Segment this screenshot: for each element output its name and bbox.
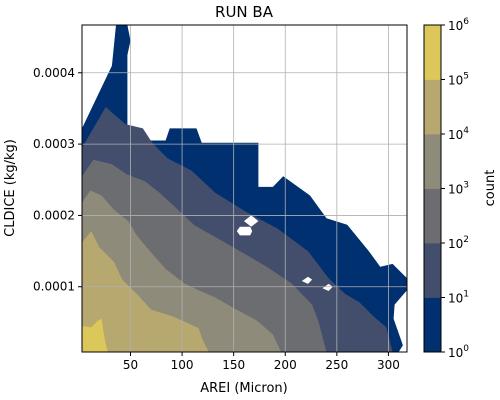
colorbar-tick-label: 100 <box>448 344 469 360</box>
colorbar-tick-label: 103 <box>448 181 469 197</box>
contour-gap-1 <box>244 215 259 227</box>
colorbar-tick-label: 105 <box>448 72 469 88</box>
contour-level-5 <box>82 318 108 352</box>
plot-frame <box>81 24 408 353</box>
colorbar-tick-label: 104 <box>448 126 469 142</box>
y-tick-label: 0.0004 <box>33 66 75 80</box>
colorbar-segment <box>424 25 441 80</box>
colorbar-segment <box>424 297 441 353</box>
y-axis-label: CLDICE (kg/kg) <box>3 139 18 237</box>
y-tick-label: 0.0001 <box>33 280 75 294</box>
y-tick-label: 0.0003 <box>33 137 75 151</box>
colorbar-label: count <box>483 170 498 207</box>
contour-level-4 <box>82 231 209 352</box>
colorbar: 100 101 102 103 104 105 106 <box>423 17 469 360</box>
contour-gap-2 <box>301 276 313 284</box>
colorbar-tick-label: 102 <box>448 235 469 251</box>
x-tick-label: 50 <box>123 358 138 372</box>
contour-gap-3 <box>322 283 333 291</box>
x-axis: 50 100 150 200 250 300 <box>123 352 400 372</box>
x-tick-label: 150 <box>222 358 245 372</box>
colorbar-tick-label: 106 <box>448 17 469 33</box>
contour-gap-0 <box>236 226 253 236</box>
contour-fills <box>82 25 407 352</box>
x-tick-label: 100 <box>171 358 194 372</box>
colorbar-segment <box>424 188 441 244</box>
y-axis: 0.0001 0.0002 0.0003 0.0004 <box>33 66 82 294</box>
chart-title: RUN BA <box>215 3 274 21</box>
x-axis-label: AREI (Micron) <box>200 381 287 396</box>
y-tick-label: 0.0002 <box>33 208 75 222</box>
colorbar-segment <box>424 79 441 135</box>
x-tick-label: 300 <box>377 358 400 372</box>
x-tick-label: 200 <box>274 358 297 372</box>
colorbar-segment <box>424 243 441 298</box>
colorbar-segment <box>424 134 441 189</box>
gridlines <box>82 25 407 352</box>
colorbar-tick-label: 101 <box>448 290 469 306</box>
x-tick-label: 250 <box>325 358 348 372</box>
